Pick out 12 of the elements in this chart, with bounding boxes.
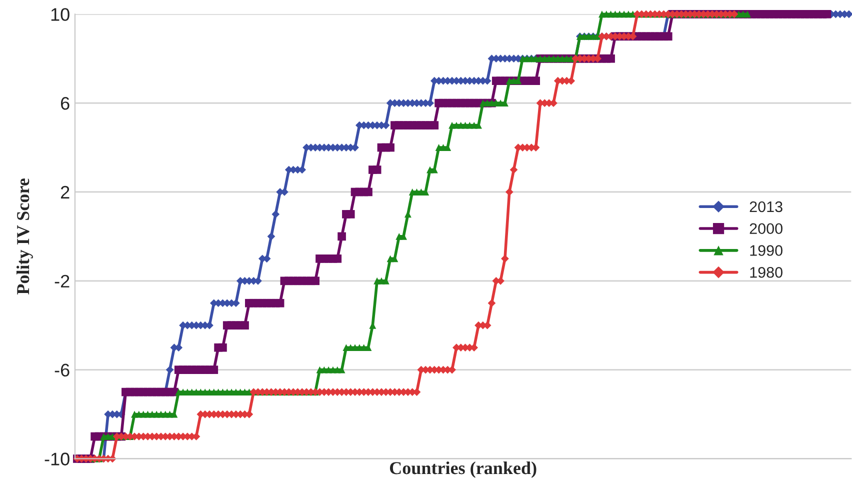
y-tick-label: -10: [44, 452, 70, 466]
y-tick-label: 10: [51, 8, 70, 21]
legend-label: 2013: [750, 201, 782, 212]
y-tick-label: -6: [54, 364, 70, 377]
legend-label: 2000: [750, 223, 782, 234]
legend-label: 1980: [750, 266, 782, 278]
x-axis-title: Countries (ranked): [390, 462, 536, 478]
y-tick-label: 6: [60, 97, 70, 110]
legend-label: 1990: [750, 245, 782, 256]
y-tick-label: -2: [54, 274, 70, 288]
y-tick-label: 2: [60, 186, 70, 199]
y-axis-title: Polity IV Score: [16, 178, 33, 294]
